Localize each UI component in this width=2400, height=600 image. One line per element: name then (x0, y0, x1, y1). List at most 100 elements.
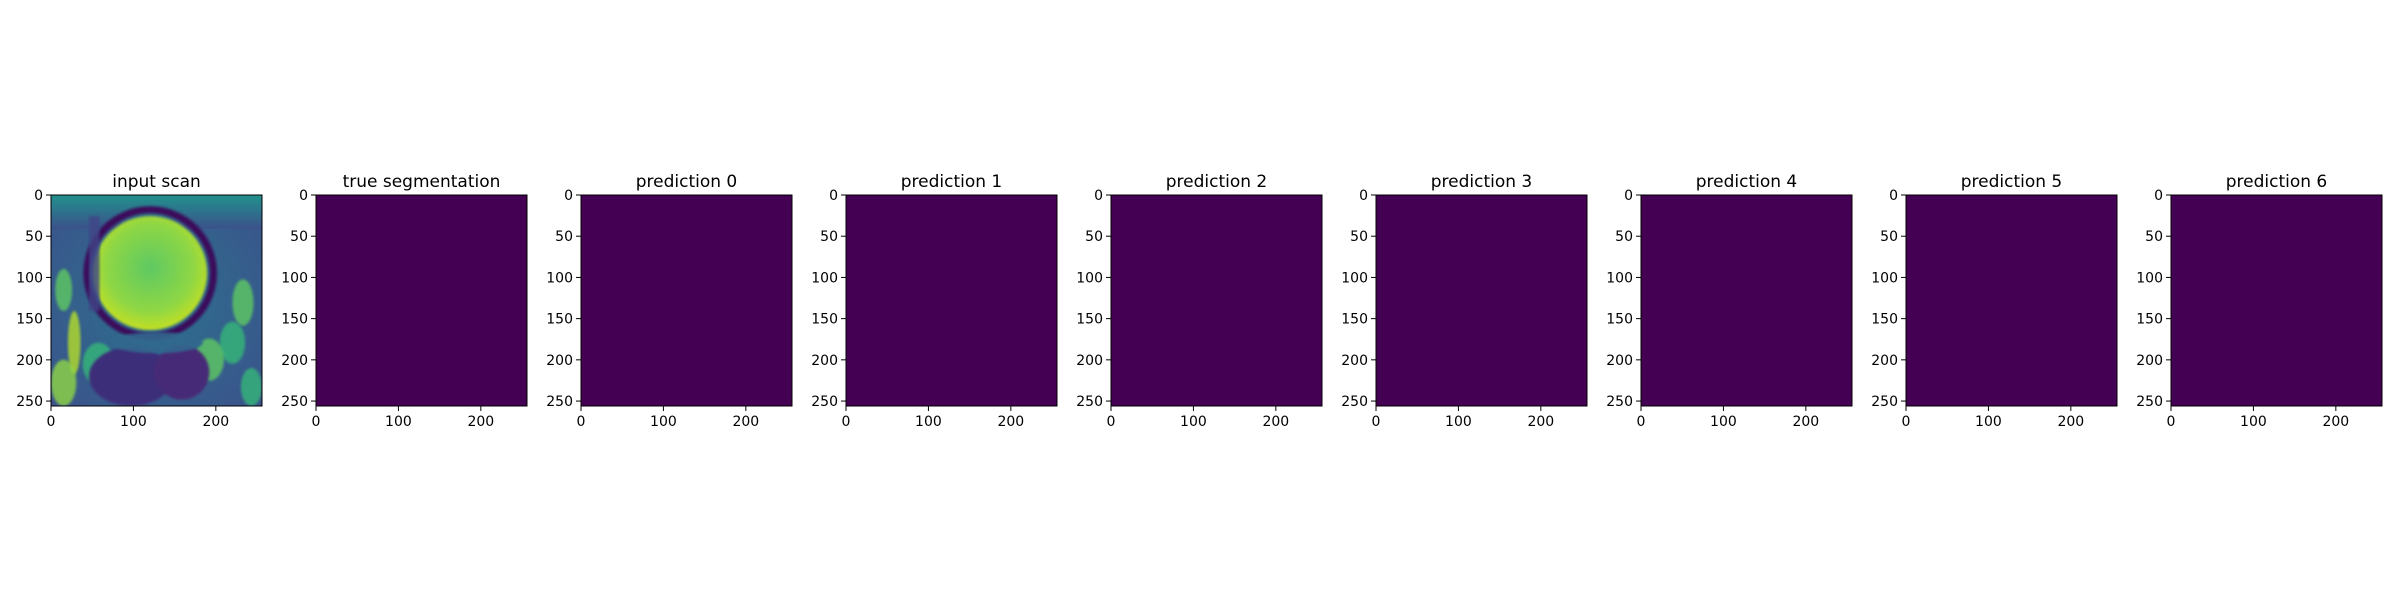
panel-title: prediction 6 (2226, 172, 2328, 192)
x-tick-label: 100 (2240, 414, 2267, 430)
x-tick-label: 100 (385, 414, 412, 430)
x-tick-label: 0 (1107, 414, 1116, 430)
panel-title: prediction 2 (1166, 172, 1268, 192)
segmentation-image (1906, 195, 2117, 406)
panel-2: prediction 0 0 100 200 0 50 100 150 200 250 (546, 172, 793, 430)
y-tick-label: 150 (1606, 312, 1633, 328)
x-tick-label: 0 (1637, 414, 1646, 430)
y-tick-label: 200 (16, 353, 43, 369)
axes-frame (1905, 194, 2118, 407)
y-tick-label: 250 (2136, 394, 2163, 410)
x-tick-label: 200 (2322, 414, 2349, 430)
x-tick-label: 100 (1710, 414, 1737, 430)
x-tick-label: 200 (467, 414, 494, 430)
x-tick-label: 100 (120, 414, 147, 430)
axes-frame (1110, 194, 1323, 407)
x-tick-label: 200 (2057, 414, 2084, 430)
y-tick-label: 100 (1341, 270, 1368, 286)
y-tick-label: 250 (1871, 394, 1898, 410)
y-tick-label: 200 (811, 353, 838, 369)
axes-frame (50, 194, 263, 407)
y-tick-label: 50 (555, 229, 573, 245)
y-tick-label: 250 (1076, 394, 1103, 410)
y-tick-label: 150 (16, 312, 43, 328)
y-tick-label: 0 (564, 188, 573, 204)
y-tick-label: 0 (1889, 188, 1898, 204)
panel-title: input scan (112, 172, 201, 192)
segmentation-image (2171, 195, 2382, 406)
panel-title: prediction 5 (1961, 172, 2063, 192)
y-tick-label: 150 (281, 312, 308, 328)
y-tick-label: 150 (1341, 312, 1368, 328)
y-tick-label: 200 (1871, 353, 1898, 369)
axes-frame (580, 194, 793, 407)
y-tick-label: 250 (281, 394, 308, 410)
y-tick-label: 0 (1624, 188, 1633, 204)
panel-title: prediction 4 (1696, 172, 1798, 192)
y-tick-label: 200 (546, 353, 573, 369)
panel-8: prediction 6 0 100 200 0 50 100 150 200 250 (2136, 172, 2383, 430)
y-tick-label: 200 (1606, 353, 1633, 369)
y-tick-label: 150 (546, 312, 573, 328)
y-tick-label: 150 (2136, 312, 2163, 328)
y-tick-label: 0 (829, 188, 838, 204)
y-tick-label: 100 (16, 270, 43, 286)
y-tick-label: 100 (281, 270, 308, 286)
panel-3: prediction 1 0 100 200 0 50 100 150 200 250 (811, 172, 1058, 430)
x-tick-label: 200 (1262, 414, 1289, 430)
y-tick-label: 250 (811, 394, 838, 410)
y-tick-label: 250 (1606, 394, 1633, 410)
x-tick-label: 0 (1372, 414, 1381, 430)
x-tick-label: 100 (650, 414, 677, 430)
x-tick-label: 100 (1445, 414, 1472, 430)
x-tick-label: 0 (1902, 414, 1911, 430)
y-tick-label: 50 (2145, 229, 2163, 245)
panel-1: true segmentation 0 100 200 0 50 100 150 200 250 (281, 172, 528, 430)
y-tick-label: 250 (16, 394, 43, 410)
axes-frame (1640, 194, 1853, 407)
axes-frame (1375, 194, 1588, 407)
y-tick-label: 50 (1615, 229, 1633, 245)
axes-frame (845, 194, 1058, 407)
x-tick-label: 200 (997, 414, 1024, 430)
y-tick-label: 50 (820, 229, 838, 245)
panel-title: prediction 3 (1431, 172, 1533, 192)
x-tick-label: 0 (47, 414, 56, 430)
segmentation-image (1376, 195, 1587, 406)
panel-title: prediction 0 (636, 172, 738, 192)
panel-0: input scan 0 100 200 0 50 100 150 200 250 (16, 172, 263, 430)
y-tick-label: 150 (1076, 312, 1103, 328)
panel-4: prediction 2 0 100 200 0 50 100 150 200 250 (1076, 172, 1323, 430)
y-tick-label: 50 (1880, 229, 1898, 245)
y-tick-label: 50 (1085, 229, 1103, 245)
x-tick-label: 0 (2167, 414, 2176, 430)
y-tick-label: 100 (1076, 270, 1103, 286)
panel-5: prediction 3 0 100 200 0 50 100 150 200 250 (1341, 172, 1588, 430)
y-tick-label: 0 (1094, 188, 1103, 204)
y-tick-label: 0 (299, 188, 308, 204)
y-tick-label: 50 (25, 229, 43, 245)
y-tick-label: 50 (1350, 229, 1368, 245)
axes-frame (315, 194, 528, 407)
y-tick-label: 250 (546, 394, 573, 410)
panel-title: true segmentation (343, 172, 501, 192)
scan-image (51, 195, 262, 406)
y-tick-label: 150 (811, 312, 838, 328)
y-tick-label: 200 (2136, 353, 2163, 369)
panel-title: prediction 1 (901, 172, 1003, 192)
x-tick-label: 200 (1527, 414, 1554, 430)
x-tick-label: 0 (577, 414, 586, 430)
x-tick-label: 200 (732, 414, 759, 430)
axes-frame (2170, 194, 2383, 407)
segmentation-image (581, 195, 792, 406)
panel-6: prediction 4 0 100 200 0 50 100 150 200 250 (1606, 172, 1853, 430)
y-tick-label: 100 (546, 270, 573, 286)
y-tick-label: 100 (1606, 270, 1633, 286)
x-tick-label: 0 (312, 414, 321, 430)
segmentation-image (1111, 195, 1322, 406)
y-tick-label: 200 (281, 353, 308, 369)
segmentation-image (316, 195, 527, 406)
y-tick-label: 200 (1076, 353, 1103, 369)
segmentation-image (846, 195, 1057, 406)
